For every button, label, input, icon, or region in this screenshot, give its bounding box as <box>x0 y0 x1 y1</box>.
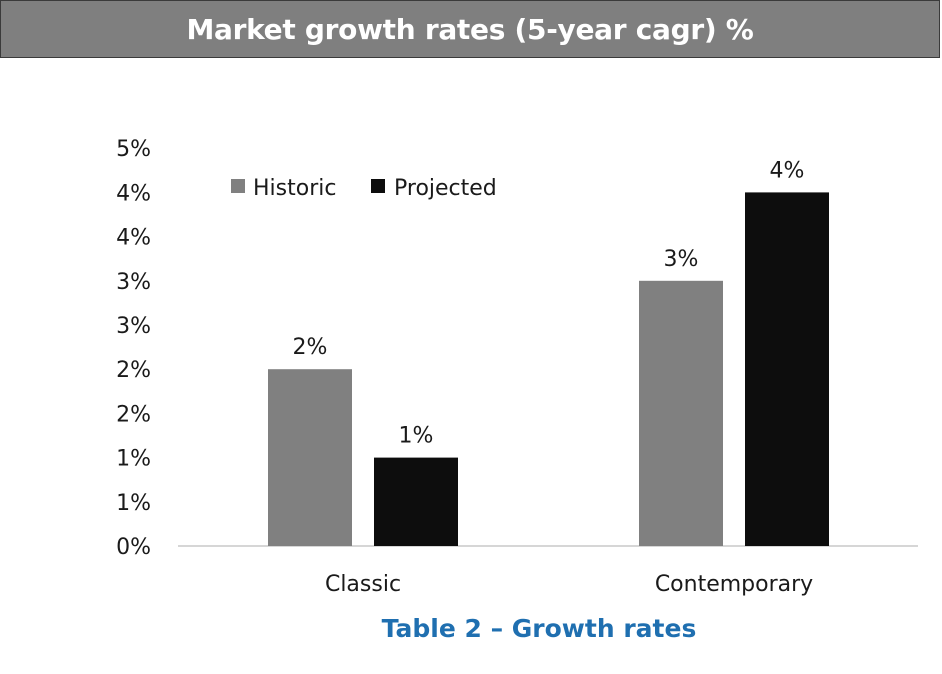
bar-historic <box>639 280 723 546</box>
category-label: Classic <box>325 572 401 597</box>
y-tick-label: 1% <box>116 491 151 516</box>
data-label: 4% <box>770 158 805 183</box>
bar-projected <box>745 192 829 546</box>
y-tick-label: 2% <box>116 402 151 427</box>
data-label: 2% <box>293 335 328 360</box>
y-tick-label: 5% <box>116 137 151 162</box>
y-tick-label: 3% <box>116 270 151 295</box>
y-tick-label: 1% <box>116 447 151 472</box>
legend-swatch-historic <box>231 179 245 193</box>
legend-swatch-projected <box>371 179 385 193</box>
data-label: 1% <box>399 424 434 449</box>
table-caption: Table 2 – Growth rates <box>381 614 697 643</box>
bar-historic <box>268 369 352 546</box>
bar-projected <box>374 457 458 546</box>
y-tick-label: 2% <box>116 358 151 383</box>
chart-title: Market growth rates (5-year cagr) % <box>186 12 754 46</box>
chart-title-bar: Market growth rates (5-year cagr) % <box>0 0 940 58</box>
legend-label: Projected <box>394 176 497 201</box>
y-tick-label: 3% <box>116 314 151 339</box>
legend-label: Historic <box>253 176 336 201</box>
category-label: Contemporary <box>655 572 813 597</box>
y-tick-label: 4% <box>116 181 151 206</box>
y-tick-label: 0% <box>116 535 151 560</box>
data-label: 3% <box>664 247 699 272</box>
y-tick-label: 4% <box>116 226 151 251</box>
